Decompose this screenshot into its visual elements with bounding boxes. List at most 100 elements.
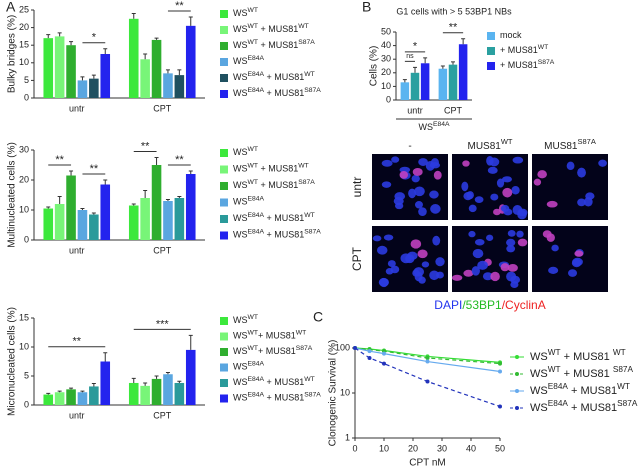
nucleus [394, 202, 404, 210]
point [382, 361, 386, 366]
text-segment: E84A [548, 399, 569, 408]
series-line [354, 347, 501, 408]
text-segment: + MUS81 [500, 45, 538, 55]
bar [66, 389, 76, 405]
error-bar [143, 382, 148, 386]
legend-swatch [220, 74, 228, 82]
nucleus [432, 235, 441, 246]
point [425, 355, 430, 360]
legend-label: WSWT + MUS81WT [233, 23, 309, 35]
point [498, 361, 502, 366]
error-bar [80, 390, 85, 393]
y-tick-label: 0 [386, 94, 391, 104]
nucleus [410, 239, 422, 249]
legend-label: mock [500, 30, 522, 40]
nucleus [500, 263, 510, 272]
bar [140, 59, 150, 98]
nucleus [387, 260, 396, 267]
error-bar [57, 32, 62, 37]
error-bar [154, 375, 159, 379]
text-segment: E84A [433, 121, 450, 128]
legend-label: WSE84A + MUS81WT [530, 382, 630, 397]
text-segment: WT [248, 345, 259, 352]
bar [151, 165, 162, 240]
error-bar [440, 65, 445, 69]
nucleus [435, 257, 445, 267]
error-bar [103, 352, 108, 362]
text-segment: S87A [617, 399, 638, 408]
nucleus [429, 190, 439, 199]
text-segment: E84A [248, 71, 265, 78]
legend-label: WSWT + MUS81S87A [233, 179, 315, 191]
legend-swatch [220, 182, 228, 190]
y-tick-label: 0 [24, 92, 29, 102]
text-segment: WT [548, 365, 561, 374]
text-segment: E84A [548, 382, 569, 391]
nucleus [507, 263, 518, 272]
nucleus [414, 200, 423, 209]
point [425, 359, 430, 364]
bar [185, 25, 196, 99]
significance-label: ns [406, 53, 414, 60]
bar [438, 68, 448, 100]
text-segment: + MUS81 [264, 393, 304, 403]
text-segment: WS [530, 402, 548, 414]
legend-label: WSWT [233, 314, 258, 326]
error-bar [80, 76, 85, 81]
nucleus [585, 192, 595, 200]
text-segment: E84A [248, 376, 265, 383]
error-bar [143, 53, 148, 60]
nucleus [461, 181, 469, 192]
legend-label: WSWT+ MUS81S87A [233, 345, 313, 357]
significance-label: *** [156, 318, 170, 330]
bar [163, 374, 173, 405]
caption: DAPI/53BP1/CyclinA [434, 298, 545, 312]
nucleus [533, 178, 542, 186]
error-bar [188, 334, 193, 350]
text-segment: E84A [248, 87, 265, 94]
text-segment: S87A [296, 345, 313, 352]
significance-label: ** [175, 0, 184, 12]
nucleus [463, 191, 473, 201]
x-tick-label: 20 [408, 443, 418, 453]
text-segment: WS [233, 197, 248, 207]
nucleus [577, 198, 586, 207]
error-bar [131, 203, 136, 206]
significance-label: * [413, 41, 418, 53]
text-segment: WT [613, 348, 626, 357]
nucleus [551, 244, 559, 252]
y-tick-label: 10 [19, 341, 29, 351]
text-segment: + MUS81 [264, 377, 304, 387]
nucleus [429, 162, 441, 169]
nucleus [503, 208, 513, 216]
caption-segment: DAPI [434, 298, 462, 312]
text-segment: E84A [248, 391, 265, 398]
point [425, 379, 430, 384]
nucleus [474, 238, 485, 246]
text-segment: WS [233, 88, 248, 98]
text-segment: MUS81 [544, 141, 578, 152]
nucleus [487, 166, 498, 174]
error-bar [103, 48, 108, 54]
text-segment: WS [233, 393, 248, 403]
nucleus [468, 230, 476, 238]
nucleus [399, 171, 408, 179]
text-segment: WT [248, 7, 259, 14]
bar [128, 18, 139, 98]
nucleus [512, 205, 523, 215]
error-bar [69, 170, 74, 176]
y-axis-label: Clonogenic Survival (%) [328, 340, 339, 447]
y-axis-label: Cells (%) [369, 46, 380, 87]
nucleus [414, 271, 423, 282]
nucleus [383, 234, 394, 241]
chart-title: G1 cells with > 5 53BP1 NBs [396, 6, 512, 16]
nucleus [379, 277, 389, 288]
text-segment: WT [304, 212, 315, 219]
text-segment: + MUS81 [264, 72, 304, 82]
text-segment: S87A [578, 137, 596, 146]
x-tick-label: 10 [379, 443, 389, 453]
bar [185, 174, 196, 240]
text-segment: + MUS81 [258, 180, 298, 190]
legend-swatch [220, 215, 228, 223]
nucleus [512, 156, 524, 164]
